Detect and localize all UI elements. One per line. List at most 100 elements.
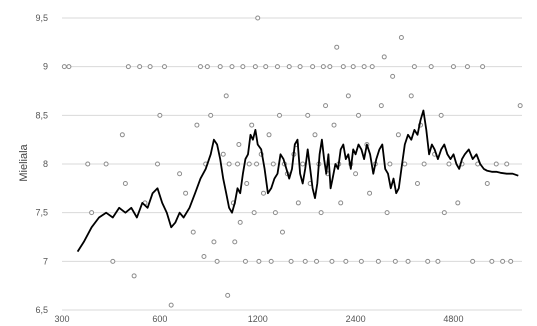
scatter-point [395,132,401,138]
scatter-point [161,64,167,70]
scatter-point [350,64,356,70]
scatter-point [402,161,408,167]
scatter-point [119,132,125,138]
scatter-point [125,64,131,70]
scatter-point [353,171,359,177]
x-tick-label: 600 [152,314,167,324]
scatter-point [263,64,269,70]
scatter-point [131,273,137,279]
scatter-point [260,190,266,196]
scatter-point [268,258,274,264]
scatter-point [232,239,238,245]
scatter-point [312,132,318,138]
y-tick-label: 6,5 [35,305,48,315]
scatter-point [361,64,367,70]
scatter-point [225,292,231,298]
scatter-point [274,64,280,70]
scatter-point [168,302,174,308]
scatter-point [500,258,506,264]
scatter-point [441,210,447,216]
scatter-point [237,219,243,225]
scatter-point [208,112,214,118]
scatter-point [229,64,235,70]
scatter-point [190,229,196,235]
scatter-point [411,64,417,70]
scatter-point [85,161,91,167]
scatter-point [480,64,486,70]
scatter-point [157,112,163,118]
y-tick-labels: 6,5 7 7,5 8 8,5 9 9,5 [35,13,48,315]
scatter-point [183,190,189,196]
scatter-point [425,258,431,264]
scatter-point [470,258,476,264]
scatter-point [446,161,452,167]
scatter-point [390,73,396,79]
scatter-point [392,258,398,264]
scatter-point [338,200,344,206]
scatter-point [387,161,393,167]
scatter-point [356,112,362,118]
scatter-point [103,161,109,167]
scatter-point [369,64,375,70]
scatter-point [244,180,250,186]
scatter-point [305,112,311,118]
scatter-point [266,132,272,138]
moving-average-line [76,109,519,253]
scatter-point [375,258,381,264]
scatter-point [236,142,242,148]
scatter-point [211,239,217,245]
scatter-point [297,64,303,70]
scatter-point [414,180,420,186]
scatter-point [381,54,387,60]
line-series [76,109,519,253]
scatter-point [286,64,292,70]
scatter-point [345,93,351,99]
y-tick-label: 8 [43,159,48,169]
y-tick-label: 8,5 [35,110,48,120]
scatter-point [279,229,285,235]
scatter-point [201,253,207,259]
scatter-point [517,103,523,109]
scatter-point [504,161,510,167]
scatter-point [340,64,346,70]
scatter-point [314,258,320,264]
scatter-point [334,44,340,50]
scatter-point [254,161,260,167]
x-tick-label: 4800 [443,314,463,324]
scatter-point [235,161,241,167]
scatter-point [329,258,335,264]
scatter-point [249,122,255,128]
scatter-point [295,200,301,206]
scatter-point [464,64,470,70]
scatter-point [438,112,444,118]
scatter-point [177,171,183,177]
scatter-point [358,258,364,264]
scatter-point [343,258,349,264]
scatter-point [204,64,210,70]
scatter-point [256,258,262,264]
y-tick-label: 9 [43,62,48,72]
x-tick-label: 1200 [248,314,268,324]
scatter-point [455,200,461,206]
scatter-point [252,64,258,70]
scatter-point [220,151,226,157]
scatter-point [147,64,153,70]
scatter-point [251,210,257,216]
scatter-point [197,64,203,70]
scatter-point [323,103,329,109]
scatter-point [428,64,434,70]
scatter-point [270,161,276,167]
scatter-point [508,258,514,264]
scatter-point [272,210,278,216]
scatter-point [493,161,499,167]
scatter-point [242,258,248,264]
scatter-point [408,93,414,99]
y-tick-label: 7,5 [35,208,48,218]
scatter-point [331,122,337,128]
scatter-point [384,210,390,216]
scatter-point [489,258,495,264]
scatter-point [378,103,384,109]
scatter-point [320,64,326,70]
scatter-series [61,15,523,308]
